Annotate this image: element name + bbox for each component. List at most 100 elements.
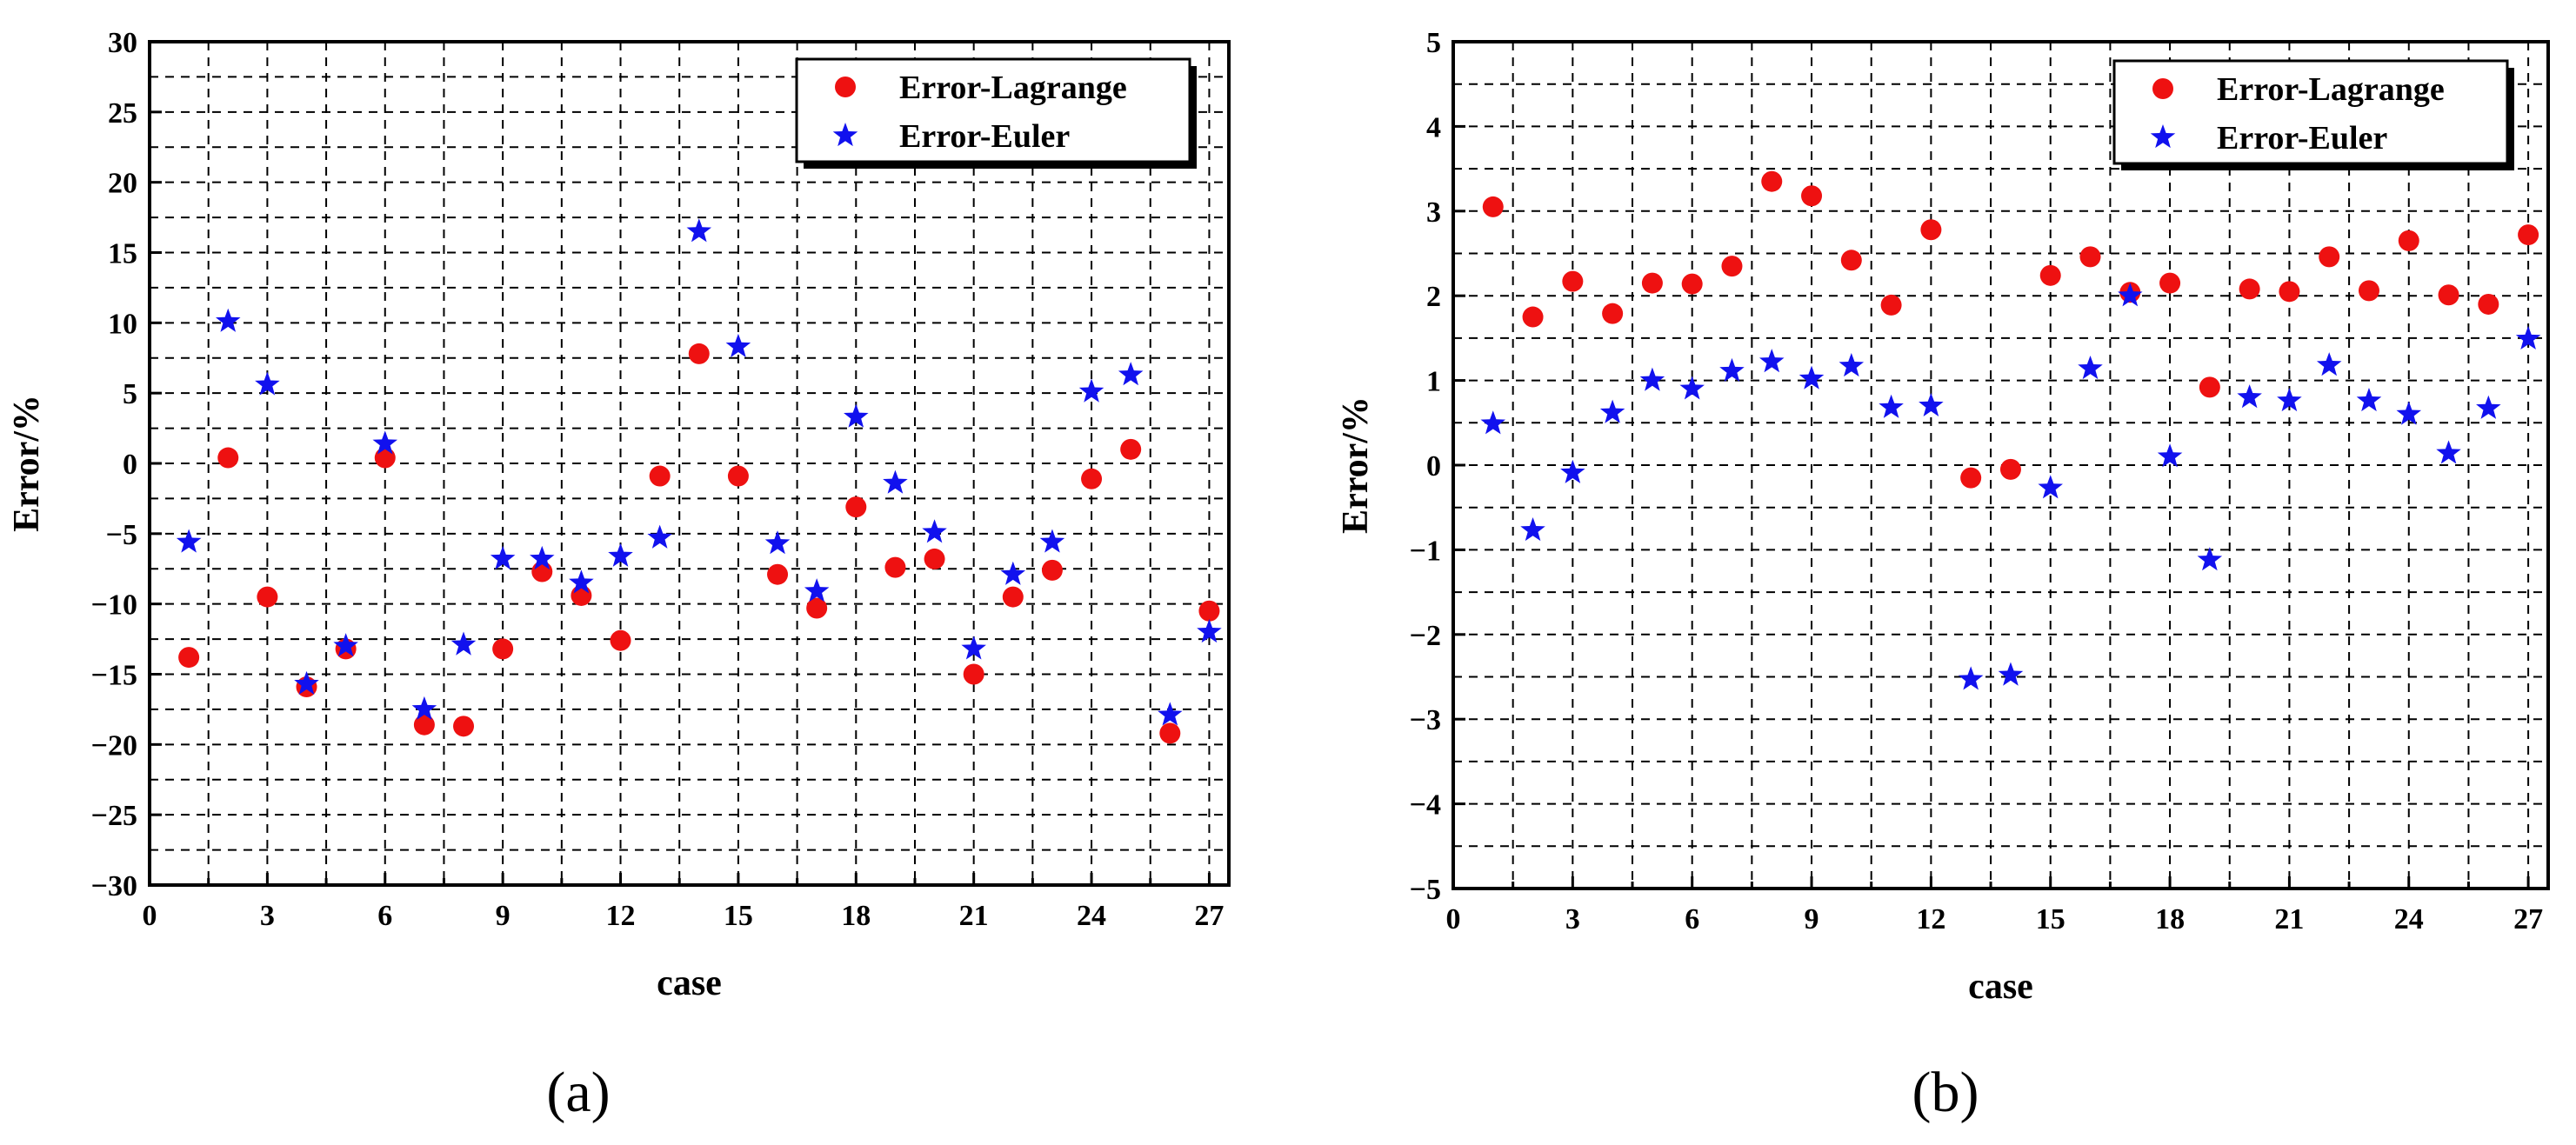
data-point-circle xyxy=(1602,303,1624,324)
x-tick-label: 3 xyxy=(1565,903,1580,935)
data-point-circle xyxy=(924,548,945,569)
x-tick-label: 21 xyxy=(2274,903,2304,935)
data-point-star xyxy=(490,545,516,570)
data-point-star xyxy=(1560,459,1585,483)
y-tick-label: 10 xyxy=(108,308,137,340)
data-point-circle xyxy=(688,343,710,364)
data-point-circle xyxy=(217,447,239,469)
x-tick-label: 9 xyxy=(496,900,511,932)
data-point-star xyxy=(1158,702,1183,726)
data-point-star xyxy=(725,333,751,357)
legend-label: Error-Lagrange xyxy=(2217,71,2445,108)
data-point-circle xyxy=(2239,278,2260,300)
data-point-star xyxy=(1000,561,1026,585)
data-point-star xyxy=(1520,517,1545,542)
x-tick-label: 9 xyxy=(1805,903,1819,935)
data-point-circle xyxy=(2039,264,2061,286)
chart-panel-b: 0 3 6 9 12 15 18 21 24 27543210−1−2−3−4−5caseErro… xyxy=(1336,27,2550,1007)
data-point-circle xyxy=(2398,230,2419,251)
data-point-circle xyxy=(2319,246,2340,268)
y-axis-title: Error/% xyxy=(7,395,47,532)
legend-box xyxy=(795,57,1191,163)
data-point-circle xyxy=(257,586,278,608)
data-point-star xyxy=(1919,392,1944,416)
series-error-lagrange-b xyxy=(1482,170,2539,489)
data-point-circle xyxy=(1801,185,1823,207)
y-tick-label: 5 xyxy=(123,378,137,410)
legend-label: Error-Euler xyxy=(899,118,1070,155)
data-point-circle xyxy=(492,638,514,660)
gridlines-a xyxy=(150,42,1229,885)
x-tick-label: 27 xyxy=(2513,903,2543,935)
data-point-star xyxy=(2157,443,2183,468)
y-tick-label: 4 xyxy=(1426,111,1441,143)
y-tick-label: −25 xyxy=(91,800,137,832)
data-point-circle xyxy=(2079,246,2101,268)
data-point-star xyxy=(2118,283,2143,307)
data-point-star xyxy=(647,524,672,549)
data-point-star xyxy=(844,403,869,428)
legend-a: Error-Lagrange Error-Euler xyxy=(795,57,1197,169)
y-tick-label: −5 xyxy=(1410,874,1441,906)
data-point-star xyxy=(1118,362,1144,386)
y-tick-label: −5 xyxy=(106,519,137,551)
data-point-star xyxy=(2476,395,2501,419)
x-tick-label: 12 xyxy=(606,900,636,932)
y-tick-label: 0 xyxy=(1426,450,1441,483)
panel-label-a: (a) xyxy=(546,1061,610,1124)
x-tick-label: 12 xyxy=(1916,903,1945,935)
data-point-star xyxy=(450,631,477,656)
data-point-circle xyxy=(1120,438,1142,460)
y-tick-label: 15 xyxy=(108,238,137,270)
data-point-star xyxy=(333,633,358,657)
data-point-circle xyxy=(1920,219,1942,241)
x-tick-label: 6 xyxy=(1685,903,1699,935)
series-error-euler-b xyxy=(1480,283,2541,690)
data-point-star xyxy=(2197,547,2223,571)
x-tick-label: 24 xyxy=(2394,903,2424,935)
data-point-circle xyxy=(453,716,475,737)
data-point-star xyxy=(1839,353,1865,377)
y-tick-label: 25 xyxy=(108,97,137,130)
data-point-circle xyxy=(2518,224,2539,246)
data-point-circle xyxy=(1159,722,1181,744)
legend-box xyxy=(2112,59,2509,165)
data-point-circle xyxy=(1761,170,1783,192)
data-point-star xyxy=(294,670,319,695)
data-point-star xyxy=(1078,378,1104,403)
data-point-star xyxy=(1039,529,1065,553)
data-point-circle xyxy=(767,563,789,585)
data-point-star xyxy=(2277,387,2302,412)
y-tick-label: 3 xyxy=(1426,196,1441,229)
data-point-star xyxy=(176,529,202,553)
data-point-star xyxy=(2396,401,2422,425)
data-point-circle xyxy=(374,447,396,469)
y-tick-label: −15 xyxy=(91,660,137,692)
legend-marker-star xyxy=(832,123,858,147)
data-point-circle xyxy=(413,714,435,736)
data-point-circle xyxy=(806,597,828,619)
data-point-circle xyxy=(2279,281,2300,303)
data-point-star xyxy=(1197,619,1222,643)
x-tick-label: 18 xyxy=(2155,903,2185,935)
x-tick-label: 15 xyxy=(724,900,753,932)
data-point-circle xyxy=(1041,559,1063,581)
x-tick-label: 6 xyxy=(377,900,392,932)
data-point-star xyxy=(2038,475,2063,499)
x-tick-label: 18 xyxy=(841,900,871,932)
data-point-circle xyxy=(2478,293,2499,315)
data-point-star xyxy=(1958,666,1984,690)
data-point-circle xyxy=(845,496,867,518)
x-tick-label: 0 xyxy=(143,900,157,932)
data-point-star xyxy=(961,636,986,660)
y-tick-label: −30 xyxy=(91,870,137,902)
x-axis-title: case xyxy=(1968,967,2033,1007)
y-tick-label: 0 xyxy=(123,449,137,481)
data-point-star xyxy=(2515,325,2541,350)
y-tick-label: −4 xyxy=(1410,789,1441,822)
chart-panel-a: 0 3 6 9 12 15 18 21 24 27 30 25 20 15 10 5 0 −5 −10 −15 −20 −… xyxy=(7,27,1231,1003)
data-point-circle xyxy=(610,629,631,651)
data-point-star xyxy=(411,696,437,721)
data-point-star xyxy=(1599,399,1625,423)
